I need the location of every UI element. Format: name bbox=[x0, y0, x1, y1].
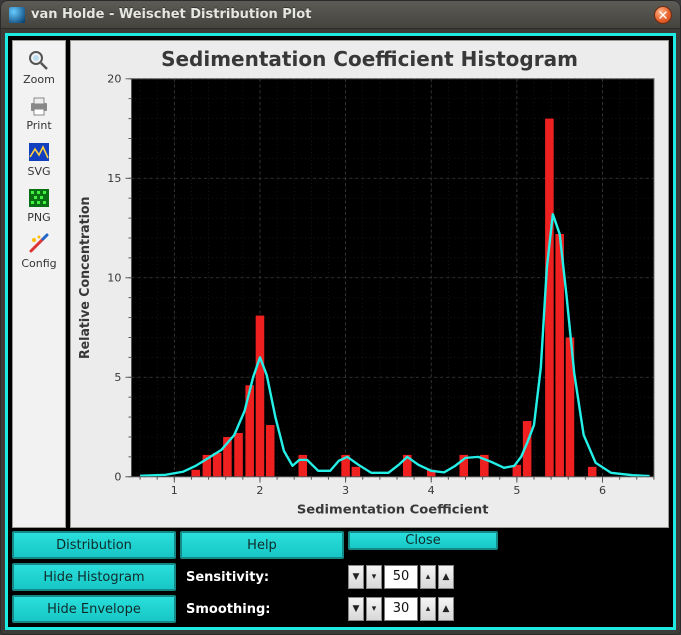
upper-pane: Zoom Print SVG bbox=[12, 40, 669, 528]
smoothing-small-up[interactable]: ▴ bbox=[420, 597, 436, 621]
print-icon bbox=[26, 94, 52, 118]
sensitivity-value[interactable]: 50 bbox=[384, 565, 418, 589]
plot-panel: Sedimentation Coefficient Histogram 1 2 3 4… bbox=[70, 40, 669, 528]
smoothing-spinner: ▼ ▾ 30 ▴ ▲ bbox=[348, 595, 669, 623]
svg-icon bbox=[26, 140, 52, 164]
chart-title: Sedimentation Coefficient Histogram bbox=[71, 41, 668, 73]
svg-text:Relative Concentration: Relative Concentration bbox=[78, 197, 93, 359]
hide-histogram-button[interactable]: Hide Histogram bbox=[12, 563, 176, 591]
tool-config[interactable]: Config bbox=[15, 229, 63, 274]
app-icon bbox=[9, 7, 25, 23]
window-title: van Holde - Weischet Distribution Plot bbox=[31, 7, 648, 22]
window-close-button[interactable] bbox=[654, 6, 672, 24]
zoom-icon bbox=[26, 48, 52, 72]
sensitivity-big-up[interactable]: ▲ bbox=[438, 565, 454, 589]
sensitivity-big-down[interactable]: ▼ bbox=[348, 565, 364, 589]
svg-text:5: 5 bbox=[513, 484, 520, 497]
chart-canvas[interactable]: 1 2 3 4 5 6 0 5 10 15 20 Sedimentation Coefficient R… bbox=[71, 73, 668, 527]
tool-label: Zoom bbox=[23, 73, 55, 86]
sensitivity-small-up[interactable]: ▴ bbox=[420, 565, 436, 589]
png-icon bbox=[26, 186, 52, 210]
distribution-button[interactable]: Distribution bbox=[12, 531, 176, 559]
titlebar: van Holde - Weischet Distribution Plot bbox=[1, 1, 680, 29]
tool-svg[interactable]: SVG bbox=[15, 137, 63, 182]
svg-text:3: 3 bbox=[342, 484, 349, 497]
tool-png[interactable]: PNG bbox=[15, 183, 63, 228]
svg-text:10: 10 bbox=[107, 272, 121, 285]
tool-zoom[interactable]: Zoom bbox=[15, 45, 63, 90]
svg-text:0: 0 bbox=[114, 471, 121, 484]
help-button[interactable]: Help bbox=[180, 531, 344, 559]
content-frame: Zoom Print SVG bbox=[5, 33, 676, 630]
svg-text:4: 4 bbox=[428, 484, 435, 497]
tool-label: PNG bbox=[27, 211, 50, 224]
hide-envelope-button[interactable]: Hide Envelope bbox=[12, 595, 176, 623]
tool-label: Config bbox=[21, 257, 56, 270]
control-grid: Distribution Help Close Hide Histogram S… bbox=[12, 531, 669, 623]
close-icon bbox=[659, 11, 667, 19]
tool-print[interactable]: Print bbox=[15, 91, 63, 136]
sensitivity-small-down[interactable]: ▾ bbox=[366, 565, 382, 589]
svg-text:15: 15 bbox=[107, 172, 121, 185]
sensitivity-spinner: ▼ ▾ 50 ▴ ▲ bbox=[348, 563, 669, 591]
svg-text:5: 5 bbox=[114, 371, 121, 384]
sensitivity-label: Sensitivity: bbox=[180, 563, 344, 591]
toolbar: Zoom Print SVG bbox=[12, 40, 66, 528]
svg-text:6: 6 bbox=[599, 484, 606, 497]
smoothing-big-up[interactable]: ▲ bbox=[438, 597, 454, 621]
smoothing-small-down[interactable]: ▾ bbox=[366, 597, 382, 621]
svg-text:20: 20 bbox=[107, 73, 121, 86]
svg-text:1: 1 bbox=[171, 484, 178, 497]
smoothing-label: Smoothing: bbox=[180, 595, 344, 623]
tool-label: Print bbox=[26, 119, 51, 132]
smoothing-big-down[interactable]: ▼ bbox=[348, 597, 364, 621]
chart-svg: 1 2 3 4 5 6 0 5 10 15 20 Sedimentation Coefficient R… bbox=[71, 73, 668, 527]
tool-label: SVG bbox=[27, 165, 50, 178]
smoothing-value[interactable]: 30 bbox=[384, 597, 418, 621]
close-button[interactable]: Close bbox=[348, 531, 498, 550]
config-icon bbox=[26, 232, 52, 256]
app-window: van Holde - Weischet Distribution Plot Z… bbox=[0, 0, 681, 635]
svg-text:Sedimentation Coefficient: Sedimentation Coefficient bbox=[297, 503, 489, 518]
svg-text:2: 2 bbox=[256, 484, 263, 497]
